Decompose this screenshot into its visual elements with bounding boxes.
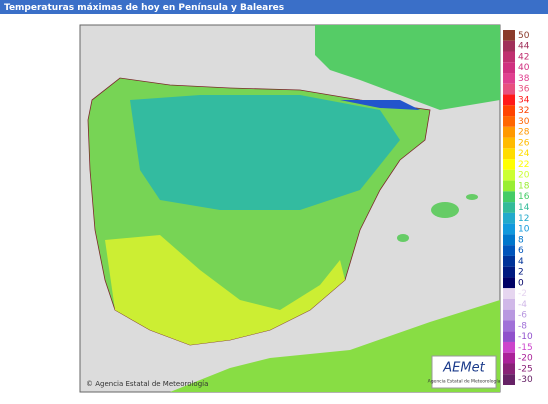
legend-swatch (503, 94, 515, 106)
legend-swatch (503, 363, 515, 375)
legend-label: 40 (518, 63, 530, 73)
legend-swatch (503, 352, 515, 364)
legend-label: 50 (518, 31, 530, 41)
legend-swatch (503, 51, 515, 63)
logo-subtitle: Agencia Estatal de Meteorología (428, 378, 501, 385)
legend-label: 30 (518, 117, 530, 127)
menorca (466, 194, 478, 200)
africa (170, 300, 500, 392)
logo-box (431, 355, 497, 389)
legend-label: 14 (518, 203, 530, 213)
legend-label: 18 (518, 181, 530, 191)
legend-label: -15 (518, 343, 533, 353)
legend-label: 8 (518, 235, 524, 245)
legend-label: 38 (518, 74, 530, 84)
warm-region (105, 235, 345, 345)
title: Temperaturas máximas de hoy en Península… (4, 3, 284, 13)
legend-label: -30 (518, 375, 533, 385)
legend-label: 12 (518, 214, 529, 224)
legend-label: 16 (518, 192, 530, 202)
legend-label: -2 (518, 289, 527, 299)
credit: © Agencia Estatal de Meteorología (86, 380, 208, 388)
legend-swatch (503, 191, 515, 203)
legend-swatch (503, 159, 515, 170)
legend-swatch (503, 62, 515, 74)
legend-swatch (503, 137, 515, 149)
legend-swatch (503, 277, 515, 289)
legend-label: -4 (518, 300, 527, 310)
legend-label: 6 (518, 246, 524, 256)
legend-swatch (503, 30, 515, 41)
legend-label: 20 (518, 171, 530, 181)
legend-swatch (503, 309, 515, 321)
legend-swatch (503, 148, 515, 160)
legend-label: 24 (518, 149, 530, 159)
legend-swatch (503, 255, 515, 267)
legend-swatch (503, 116, 515, 127)
legend-label: 0 (518, 278, 524, 288)
legend-swatch (503, 266, 515, 278)
legend-label: 26 (518, 138, 530, 148)
legend-swatch (503, 202, 515, 213)
legend-label: -8 (518, 321, 527, 331)
ibiza (397, 234, 409, 242)
france (315, 25, 500, 110)
legend-label: 4 (518, 257, 524, 267)
legend-swatch (503, 320, 515, 332)
legend-label: -6 (518, 311, 527, 321)
legend-swatch (503, 212, 515, 224)
legend-swatch (503, 126, 515, 138)
legend-swatch (503, 288, 515, 299)
legend-label: 44 (518, 42, 530, 52)
mallorca (431, 202, 459, 218)
legend-swatch (503, 169, 515, 181)
legend-swatch (503, 180, 515, 192)
legend-label: 28 (518, 128, 530, 138)
legend-label: -10 (518, 332, 533, 342)
legend-label: -20 (518, 354, 533, 364)
legend-label: 32 (518, 106, 529, 116)
cool-region (130, 95, 400, 210)
legend-label: 42 (518, 52, 529, 62)
legend-swatch (503, 40, 515, 52)
legend-label: 10 (518, 225, 530, 235)
legend-swatch (503, 331, 515, 342)
legend-label: -25 (518, 364, 533, 374)
legend-swatch (503, 245, 515, 256)
legend: 5044424038363432302826242220181614121086… (503, 30, 533, 385)
legend-swatch (503, 223, 515, 235)
legend-swatch (503, 298, 515, 310)
legend-swatch (503, 374, 515, 385)
pyrenees (340, 100, 420, 110)
legend-swatch (503, 105, 515, 117)
legend-swatch (503, 341, 515, 353)
logo-name: AEMet (442, 361, 485, 376)
title-bar (0, 0, 548, 14)
legend-swatch (503, 234, 515, 246)
legend-swatch (503, 73, 515, 84)
legend-label: 2 (518, 268, 524, 278)
legend-label: 34 (518, 95, 530, 105)
legend-label: 36 (518, 85, 530, 95)
legend-swatch (503, 83, 515, 95)
legend-label: 22 (518, 160, 529, 170)
